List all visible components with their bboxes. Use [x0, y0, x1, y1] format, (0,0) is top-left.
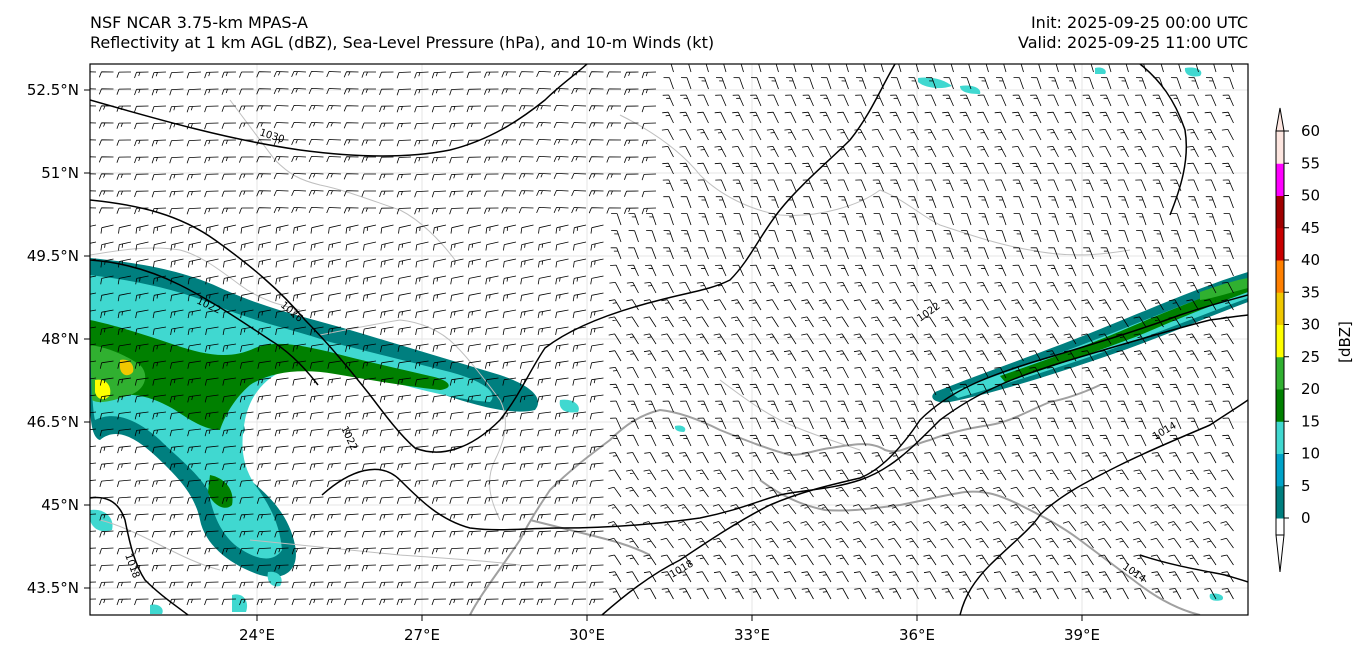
lat-tick-label: 45°N [41, 496, 79, 514]
lat-tick-label: 48°N [41, 330, 79, 348]
colorbar-segment [1276, 195, 1284, 229]
lon-tick-label: 30°E [569, 626, 605, 644]
country-borders [90, 99, 1131, 571]
isobar-label-1022c: 1022 [915, 301, 942, 325]
colorbar-segment [1276, 518, 1284, 535]
colorbar-segment [1276, 485, 1284, 519]
wind-barbs [90, 64, 1234, 606]
colorbar-tick-label: 35 [1301, 283, 1320, 301]
colorbar-segment [1276, 389, 1284, 422]
colorbar-frame [1275, 130, 1285, 536]
colorbar-segment [1276, 453, 1284, 487]
lon-tick-label: 27°E [404, 626, 440, 644]
colorbar-segment [1276, 292, 1284, 325]
wind-barb-field [90, 64, 1234, 606]
init-time: Init: 2025-09-25 00:00 UTC [1030, 13, 1248, 32]
model-name: NSF NCAR 3.75-km MPAS-A [90, 13, 308, 32]
colorbar-segment [1276, 227, 1284, 261]
map-title-left: NSF NCAR 3.75-km MPAS-A Reflectivity at … [90, 13, 714, 53]
colorbar-segment [1276, 163, 1284, 196]
colorbar-tick-label: 15 [1301, 412, 1320, 430]
isobar-label-1018b: 1018 [122, 552, 141, 580]
colorbar-tick-label: 5 [1301, 477, 1311, 495]
reflectivity-colorbar: 0 5 10 15 20 25 30 35 40 45 50 55 60 [dBZ] [1275, 107, 1354, 573]
lat-tick-label: 46.5°N [27, 413, 79, 431]
lat-tick-label: 51°N [41, 164, 79, 182]
isobar-label-1022b: 1022 [338, 425, 359, 453]
colorbar-tick-label: 30 [1301, 316, 1320, 334]
lon-tick-label: 24°E [239, 626, 275, 644]
colorbar-lower-extend [1275, 534, 1285, 573]
lat-tick-label: 49.5°N [27, 247, 79, 265]
colorbar-segment [1276, 260, 1284, 293]
colorbar-upper-extend [1275, 107, 1285, 132]
colorbar-segment [1276, 421, 1284, 454]
lon-tick-label: 39°E [1064, 626, 1100, 644]
colorbar-segment [1276, 131, 1284, 164]
colorbar-segment [1276, 324, 1284, 358]
lat-axis: 43.5°N 45°N 46.5°N 48°N 49.5°N 51°N 52.5… [27, 81, 90, 597]
colorbar-tick-label: 0 [1301, 509, 1311, 527]
isobars [90, 64, 1248, 615]
map-content: 1030 1022 1026 1022 1022 1018 1018 1014 … [90, 64, 1248, 615]
colorbar-tick-label: 10 [1301, 445, 1320, 463]
lat-tick-label: 43.5°N [27, 579, 79, 597]
colorbar-segment [1276, 356, 1284, 390]
reflectivity-east [674, 67, 1248, 601]
lon-tick-label: 33°E [734, 626, 770, 644]
colorbar-tick-label: 45 [1301, 219, 1320, 237]
field-description: Reflectivity at 1 km AGL (dBZ), Sea-Leve… [90, 33, 715, 52]
colorbar-tick-label: 50 [1301, 187, 1320, 205]
isobar-label-1018a: 1018 [668, 558, 696, 580]
lon-axis: 24°E 27°E 30°E 33°E 36°E 39°E [239, 615, 1100, 644]
valid-time: Valid: 2025-09-25 11:00 UTC [1017, 33, 1248, 52]
colorbar-segments [1276, 131, 1284, 535]
isobar-label-1014a: 1014 [1151, 420, 1179, 442]
coastlines [469, 384, 1201, 615]
colorbar-tick-label: 20 [1301, 380, 1320, 398]
colorbar-unit-label: [dBZ] [1336, 321, 1354, 363]
colorbar-tick-labels: 0 5 10 15 20 25 30 35 40 45 50 55 60 [1284, 122, 1320, 527]
map-title-right: Init: 2025-09-25 00:00 UTC Valid: 2025-0… [1018, 13, 1248, 53]
colorbar-tick-label: 25 [1301, 348, 1320, 366]
colorbar-tick-label: 60 [1301, 122, 1320, 140]
lon-tick-label: 36°E [899, 626, 935, 644]
colorbar-tick-label: 40 [1301, 251, 1320, 269]
colorbar-tick-label: 55 [1301, 154, 1320, 172]
lat-tick-label: 52.5°N [27, 81, 79, 99]
